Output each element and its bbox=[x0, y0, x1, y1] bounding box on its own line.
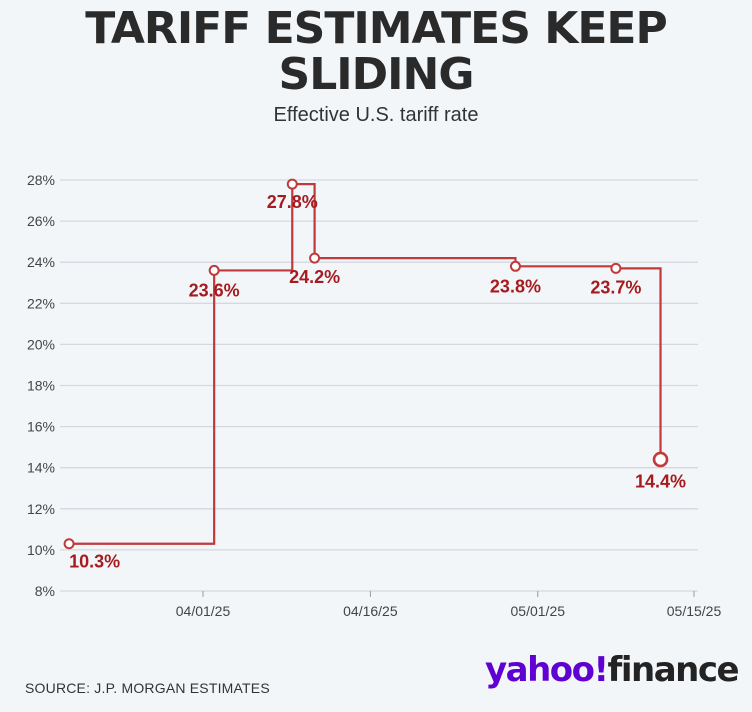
y-tick-label: 10% bbox=[27, 542, 55, 558]
data-point bbox=[208, 264, 220, 276]
data-point bbox=[652, 451, 669, 468]
data-point bbox=[286, 178, 298, 190]
x-tick-label: 04/01/25 bbox=[176, 603, 231, 619]
x-tick-label: 04/16/25 bbox=[343, 603, 398, 619]
y-tick-label: 16% bbox=[27, 419, 55, 435]
data-label: 14.4% bbox=[635, 471, 686, 491]
data-point bbox=[610, 262, 622, 274]
series-step-line bbox=[69, 183, 662, 545]
y-tick-label: 22% bbox=[27, 295, 55, 311]
data-label: 24.2% bbox=[289, 267, 340, 287]
y-tick-label: 14% bbox=[27, 460, 55, 476]
logo-finance: finance bbox=[607, 650, 740, 690]
y-tick-label: 28% bbox=[27, 172, 55, 188]
data-label: 23.6% bbox=[189, 280, 240, 300]
data-point bbox=[509, 260, 521, 272]
data-label: 10.3% bbox=[69, 552, 120, 572]
data-label: 27.8% bbox=[267, 192, 318, 212]
chart-subtitle: Effective U.S. tariff rate bbox=[273, 104, 479, 126]
x-tick-label: 05/01/25 bbox=[511, 603, 566, 619]
data-label: 23.8% bbox=[490, 276, 541, 296]
data-point bbox=[63, 538, 75, 550]
x-tick-label: 05/15/25 bbox=[667, 603, 722, 619]
tariff-line-chart: 8% 10% 12% 14% 16% 18% 20% 22% 24% 26% 28% 04/01/25… bbox=[27, 172, 722, 619]
chart-title: TARIFF ESTIMATES KEEP SLIDING bbox=[85, 3, 667, 100]
y-tick-label: 20% bbox=[27, 336, 55, 352]
logo-yahoo: yahoo! bbox=[485, 650, 609, 690]
source-note: SOURCE: J.P. MORGAN ESTIMATES bbox=[25, 680, 270, 696]
y-tick-label: 26% bbox=[27, 213, 55, 229]
data-point bbox=[309, 252, 321, 264]
data-label: 23.7% bbox=[590, 277, 641, 297]
y-tick-label: 8% bbox=[35, 583, 55, 599]
yahoo-finance-logo: yahoo!finance bbox=[485, 650, 740, 690]
y-tick-label: 18% bbox=[27, 378, 55, 394]
y-tick-label: 24% bbox=[27, 254, 55, 270]
y-tick-label: 12% bbox=[27, 501, 55, 517]
